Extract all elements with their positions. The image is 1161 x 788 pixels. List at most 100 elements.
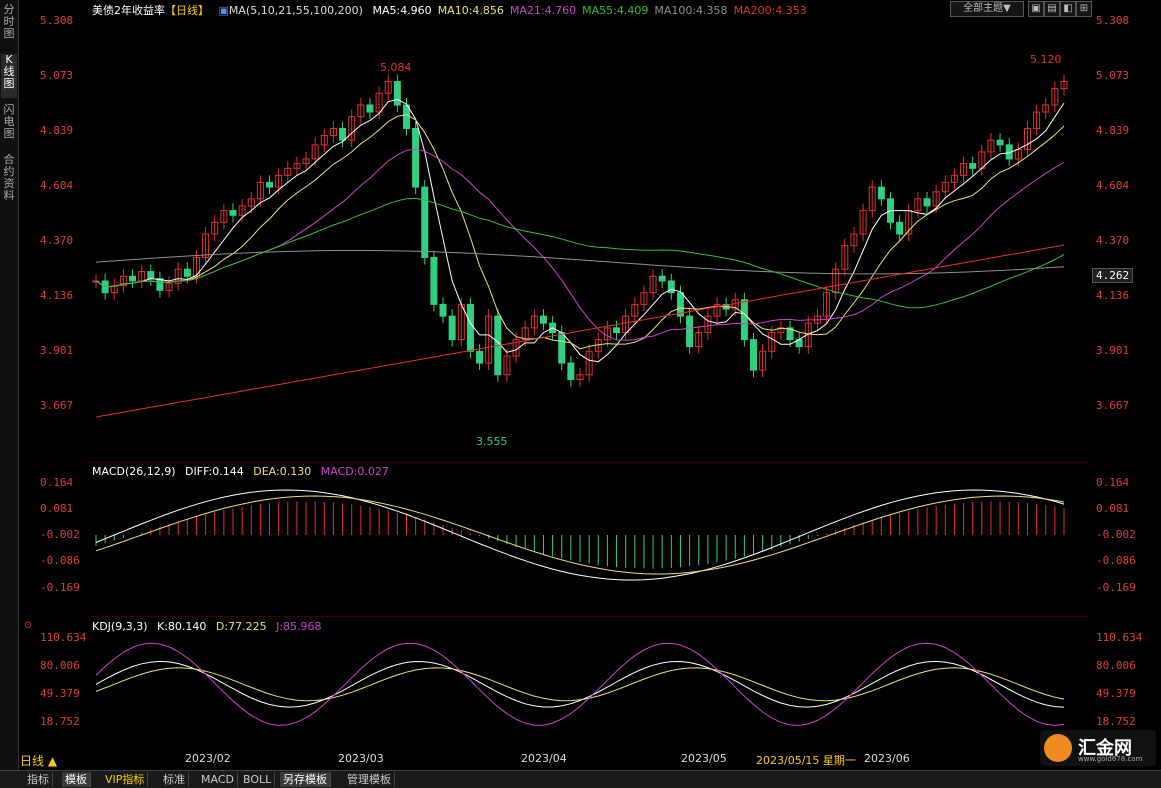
date-label: 2023/04 — [521, 752, 567, 765]
candle-body — [339, 127, 347, 141]
candle-body — [366, 104, 374, 113]
period-button[interactable]: 日线 ▲ — [20, 754, 58, 768]
candle-body — [1060, 81, 1068, 90]
layout-icon-2[interactable]: ▤ — [1044, 1, 1060, 17]
tab-macd[interactable]: MACD — [198, 772, 238, 787]
macd-dea-line — [95, 495, 1065, 575]
ma21-line — [95, 148, 1065, 341]
macd-tick: -0.002 — [40, 528, 80, 541]
macd-tick: -0.002 — [1096, 528, 1136, 541]
candle-body — [266, 181, 274, 188]
date-label: 2023/02 — [185, 752, 231, 765]
candle-body — [804, 322, 812, 348]
candle-body — [220, 210, 228, 223]
candle-body — [896, 221, 904, 235]
kdj-k-line — [95, 660, 1065, 708]
tab-flash[interactable]: 闪电图 — [3, 103, 15, 140]
candle-body — [402, 104, 410, 129]
tab-save-template[interactable]: 另存模板 — [280, 772, 331, 787]
ma-legend-item: MA21:4.760 — [509, 4, 577, 17]
layout-icon-3[interactable]: ◧ — [1060, 1, 1076, 17]
low-marker-label: 3.555 — [476, 435, 508, 448]
candle-body — [786, 327, 794, 341]
theme-select[interactable]: 全部主题▼ — [950, 1, 1024, 17]
candle-body — [348, 116, 356, 141]
candle-body — [192, 256, 200, 277]
tab-contract-info[interactable]: 合约资料 — [3, 153, 15, 202]
candle-body — [448, 315, 456, 341]
kdj-tick: 80.006 — [40, 659, 80, 672]
tab-boll[interactable]: BOLL — [240, 772, 276, 787]
candle-body — [1033, 111, 1041, 129]
date-label: 2023/03 — [338, 752, 384, 765]
tab-template[interactable]: 模板 — [62, 772, 91, 787]
candle-body — [750, 339, 758, 371]
tab-standard[interactable]: 标准 — [160, 772, 189, 787]
candle-body — [110, 285, 118, 294]
macd-tick: -0.086 — [40, 554, 80, 567]
candle-body — [485, 315, 493, 364]
candle-body — [649, 275, 657, 294]
candle-body — [585, 350, 593, 376]
candle-body — [357, 104, 365, 118]
candle-body — [466, 303, 474, 352]
separator-macd-kdj — [90, 616, 1090, 617]
candle-body — [293, 163, 301, 169]
tab-kline[interactable]: K线图 — [1, 54, 17, 98]
high-marker-label: 5.084 — [380, 61, 412, 74]
candle-body — [393, 81, 401, 106]
candle-body — [877, 186, 885, 200]
candle-body — [375, 92, 383, 113]
candle-body — [247, 198, 255, 207]
price-tick: 5.073 — [1096, 69, 1130, 82]
candle-body — [640, 292, 648, 305]
bottom-toolbar: 指标 模板 VIP指标 标准 MACD BOLL 另存模板 管理模板 — [0, 770, 1161, 788]
kdj-tick: 18.752 — [40, 715, 80, 728]
ma10-line — [95, 114, 1065, 350]
ma-legend-item: MA200:4.353 — [733, 4, 807, 17]
candle-body — [119, 275, 127, 287]
tab-indicator[interactable]: 指标 — [24, 772, 53, 787]
date-label: 2023/05 — [681, 752, 727, 765]
price-tick: 3.901 — [40, 344, 74, 357]
candle-body — [275, 174, 283, 188]
candle-body — [960, 163, 968, 176]
ma-legend-item: MA5:4.960 — [372, 4, 432, 17]
candle-body — [950, 174, 958, 183]
tab-intraday[interactable]: 分时图 — [3, 3, 15, 40]
candle-body — [740, 299, 748, 341]
candle-body — [229, 210, 237, 216]
kdj-tick: 110.634 — [1096, 631, 1143, 644]
layout-icon-4[interactable]: ⊞ — [1076, 1, 1092, 17]
date-label: 2023/06 — [864, 752, 910, 765]
macd-diff: DIFF:0.144 — [185, 465, 244, 478]
left-sidebar: 分时图 K线图 闪电图 合约资料 — [0, 0, 19, 770]
separator-main-macd — [90, 462, 1090, 463]
candle-body — [923, 198, 931, 207]
layout-icon-1[interactable]: ▣ — [1028, 1, 1044, 17]
candle-body — [841, 245, 849, 270]
candle-body — [969, 163, 977, 169]
tab-manage-template[interactable]: 管理模板 — [344, 772, 395, 787]
candle-body — [914, 198, 922, 212]
kdj-tick: 49.379 — [1096, 687, 1136, 700]
price-tick: 3.667 — [40, 399, 74, 412]
brand-logo: 汇金网 www.gold678.com — [1040, 730, 1156, 766]
kdj-j-line — [95, 642, 1065, 726]
candle-body — [311, 144, 319, 160]
tab-vip-indicator[interactable]: VIP指标 — [102, 772, 149, 787]
kdj-settings-icon[interactable]: ⊙ — [24, 620, 33, 631]
price-tick: 4.136 — [40, 289, 74, 302]
candle-body — [521, 327, 529, 341]
kdj-tick: 18.752 — [1096, 715, 1136, 728]
candle-body — [503, 355, 511, 376]
candle-body — [302, 158, 310, 165]
candle-body — [421, 186, 429, 258]
ma200-line — [95, 244, 1065, 418]
kdj-tick: 110.634 — [40, 631, 87, 644]
candle-body — [320, 134, 328, 146]
candle-body — [1042, 104, 1050, 113]
candle-body — [430, 256, 438, 305]
kdj-tick: 49.379 — [40, 687, 80, 700]
